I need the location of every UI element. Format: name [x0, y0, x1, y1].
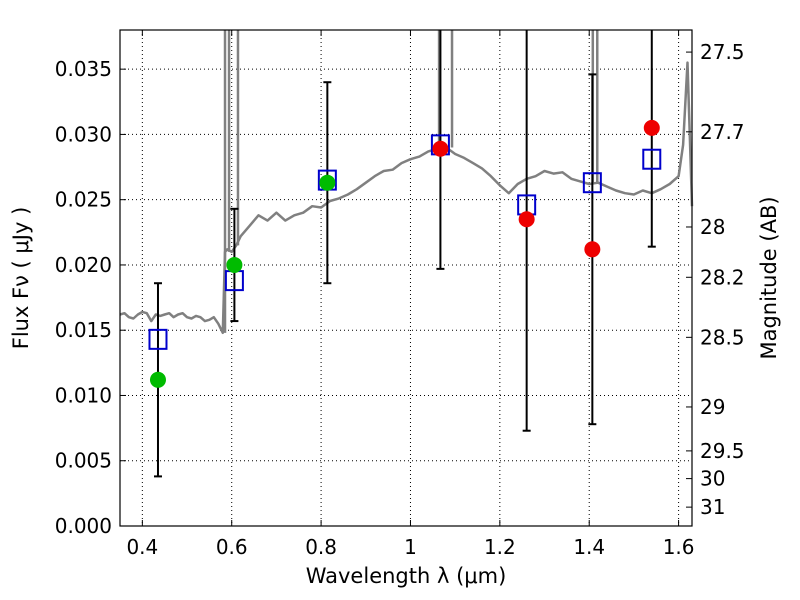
y-tick-label: 0.020 [55, 253, 112, 277]
right-tick-label: 29 [700, 395, 725, 419]
y-tick-label: 0.005 [55, 449, 112, 473]
right-tick-label: 28.2 [700, 265, 745, 289]
y-tick-label: 0.015 [55, 318, 112, 342]
y-tick-label: 0.010 [55, 383, 112, 407]
detection-point [149, 371, 166, 388]
model-band-square [148, 328, 168, 350]
model-sed-series [119, 30, 694, 335]
x-tick-labels: 0.4 0.6 0.8 1 1.2 1.4 1.6 [126, 535, 694, 559]
nondetection-point [643, 119, 660, 136]
detection-point [226, 256, 243, 273]
y-tick-label: 0.035 [55, 57, 112, 81]
model-sed-line [119, 61, 694, 335]
plot-frame [119, 29, 693, 527]
x-tick-label: 1 [404, 535, 417, 559]
y-tick-label: 0.030 [55, 122, 112, 146]
right-tick-labels: 27.5 27.7 28 28.2 28.5 29 29.5 30 31 [700, 40, 745, 519]
nondetection-point [584, 241, 601, 258]
y-tick-label: 0.025 [55, 188, 112, 212]
x-tick-label: 1.6 [663, 535, 695, 559]
right-tick-label: 29.5 [700, 439, 745, 463]
ticks [120, 30, 692, 527]
right-tick-label: 28.5 [700, 325, 745, 349]
right-axis-label: Magnitude (AB) [757, 196, 781, 359]
x-tick-label: 1.2 [484, 535, 516, 559]
right-tick-label: 27.7 [700, 120, 745, 144]
x-tick-label: 1.4 [573, 535, 605, 559]
nondetection-point [432, 140, 449, 157]
y-axis-label: Flux Fν ( μJy ) [9, 207, 33, 350]
x-axis-label: Wavelength λ (μm) [306, 564, 507, 588]
detection-point [319, 174, 336, 191]
x-tick-label: 0.4 [126, 535, 158, 559]
grid [120, 30, 692, 527]
right-tick-label: 27.5 [700, 40, 745, 64]
y-tick-label: 0.000 [55, 514, 112, 538]
y-tick-labels: 0.000 0.005 0.010 0.015 0.020 0.025 0.030 0.035 [55, 57, 112, 538]
nondetection-point [518, 211, 535, 228]
right-tick-label: 31 [700, 495, 725, 519]
model-band-square [642, 148, 662, 170]
x-tick-label: 0.8 [305, 535, 337, 559]
model-band-square [582, 172, 602, 194]
right-tick-label: 28 [700, 215, 725, 239]
observed-points [149, 119, 660, 388]
right-tick-label: 30 [700, 467, 725, 491]
x-tick-label: 0.6 [216, 535, 248, 559]
